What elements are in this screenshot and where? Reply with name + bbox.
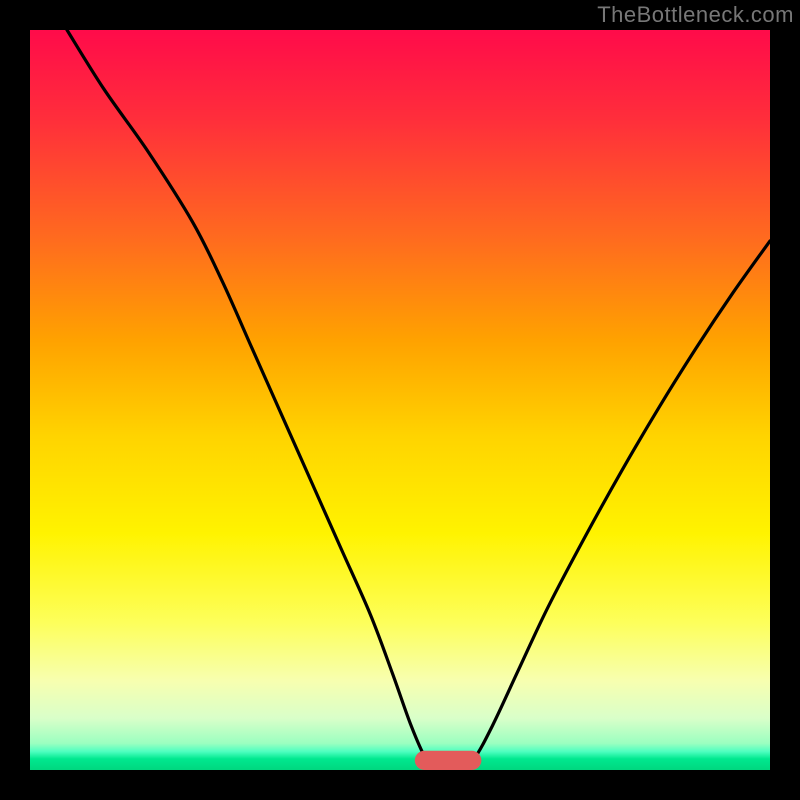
bottleneck-chart [0, 0, 800, 800]
watermark-text: TheBottleneck.com [597, 2, 794, 28]
chart-frame: TheBottleneck.com [0, 0, 800, 800]
